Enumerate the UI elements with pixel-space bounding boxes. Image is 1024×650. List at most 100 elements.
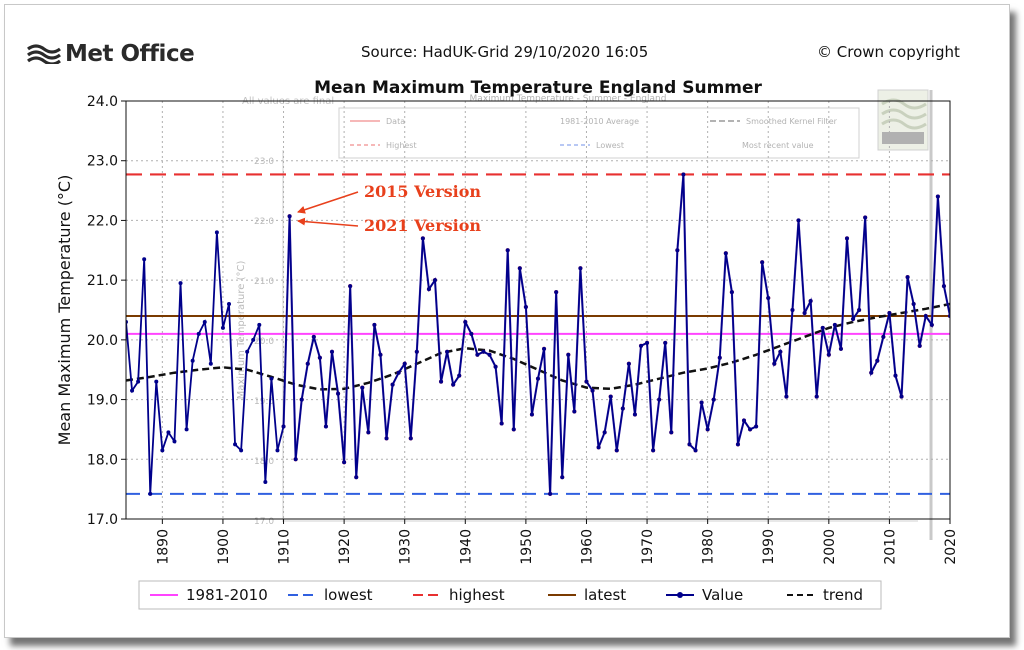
value-point — [735, 442, 740, 447]
value-point — [475, 352, 480, 357]
value-point — [505, 248, 510, 253]
value-point — [905, 275, 910, 280]
value-point — [420, 236, 425, 241]
value-point — [487, 352, 492, 357]
value-point — [263, 479, 268, 484]
value-point — [838, 346, 843, 351]
value-point — [493, 364, 498, 369]
value-point — [778, 349, 783, 354]
value-point — [245, 349, 250, 354]
value-point — [632, 412, 637, 417]
value-point — [572, 409, 577, 414]
value-point — [451, 382, 456, 387]
value-point — [536, 376, 540, 381]
value-point — [929, 322, 934, 327]
value-point — [293, 457, 298, 462]
value-point — [433, 278, 437, 283]
value-point — [408, 436, 413, 441]
ghost-ytick-label: 19.0 — [254, 397, 274, 407]
value-point — [711, 397, 716, 402]
x-tick-label: 2010 — [882, 529, 898, 565]
met-office-logo: Met Office — [27, 41, 195, 67]
legend-label: lowest — [324, 586, 373, 604]
y-tick-label: 23.0 — [87, 154, 118, 170]
version-annotations: 2015 Version 2021 Version — [297, 182, 481, 235]
value-point — [863, 215, 868, 220]
value-point — [784, 394, 789, 399]
plot-grid — [126, 100, 951, 520]
value-point — [384, 436, 389, 441]
value-point — [378, 352, 383, 357]
value-point — [523, 305, 528, 310]
value-point — [802, 310, 807, 315]
value-point — [651, 448, 656, 453]
value-point — [729, 290, 734, 295]
value-point — [184, 427, 189, 432]
value-point — [542, 346, 547, 351]
value-point — [717, 355, 722, 360]
ghost-ytick-label: 17.0 — [254, 517, 274, 527]
value-point — [166, 430, 171, 435]
value-point — [626, 361, 631, 366]
legend-label: trend — [823, 586, 863, 604]
ghost-legend-label: Most recent value — [742, 141, 814, 150]
value-point — [748, 427, 753, 432]
value-point — [130, 388, 135, 393]
value-point — [390, 382, 395, 387]
value-point — [554, 290, 559, 295]
ghost-legend-label: Highest — [386, 141, 417, 150]
value-point — [481, 349, 486, 354]
value-point — [305, 361, 310, 366]
ghost-metoffice-logo — [877, 89, 929, 151]
value-point — [584, 379, 589, 384]
legend-box — [138, 580, 882, 610]
ghost-legend-label: 1981-2010 Average — [560, 117, 639, 126]
value-point — [281, 424, 286, 429]
x-tick-label: 1900 — [216, 529, 232, 565]
value-point — [208, 361, 213, 366]
annotation-2021-arrow — [297, 217, 359, 227]
value-point — [457, 373, 462, 378]
copyright-text: © Crown copyright — [817, 43, 960, 61]
value-point — [917, 343, 922, 348]
value-point — [372, 322, 377, 327]
x-tick-label: 1960 — [579, 529, 595, 565]
value-point — [148, 491, 153, 496]
value-point — [142, 257, 147, 262]
value-point — [614, 448, 619, 453]
value-point — [354, 475, 359, 480]
value-point — [299, 397, 304, 402]
y-tick-label: 22.0 — [87, 213, 118, 229]
ghost-legend-box — [338, 107, 860, 159]
value-point — [742, 418, 746, 423]
ghost-legend-label: Lowest — [596, 141, 624, 150]
y-tick-label: 17.0 — [87, 512, 118, 528]
source-text: Source: HadUK-Grid 29/10/2020 16:05 — [361, 43, 649, 61]
value-point — [754, 424, 759, 429]
value-point — [766, 296, 771, 301]
ghost-title: Maximum Temperature - Summer - England — [470, 94, 667, 104]
annotation-2021-version: 2021 Version — [364, 216, 481, 235]
value-point — [342, 460, 347, 465]
value-point — [639, 343, 643, 348]
y-axis: 17.0 18.0 19.0 20.0 21.0 22.0 23.0 24.0 — [87, 94, 126, 528]
ghost-legend-label: Smoothed Kernel Filter — [746, 117, 838, 126]
value-point — [336, 391, 341, 396]
value-point — [845, 236, 849, 241]
value-point — [857, 308, 862, 312]
value-point — [154, 379, 159, 384]
x-axis: 1890 1900 1910 1920 1930 1940 1950 1960 1970 1980… — [155, 519, 959, 565]
value-point — [529, 412, 534, 417]
annotation-2015-version: 2015 Version — [364, 182, 481, 201]
legend-label: highest — [449, 586, 505, 604]
legend-marker-value — [677, 592, 683, 598]
value-point — [760, 260, 765, 265]
x-tick-label: 1980 — [701, 529, 717, 565]
legend-items: 1981-2010 lowest highest latest Value trend — [150, 586, 863, 604]
value-point — [499, 421, 504, 426]
value-point — [657, 397, 662, 402]
value-point — [723, 251, 728, 256]
value-point — [681, 172, 686, 177]
value-point — [645, 340, 650, 345]
